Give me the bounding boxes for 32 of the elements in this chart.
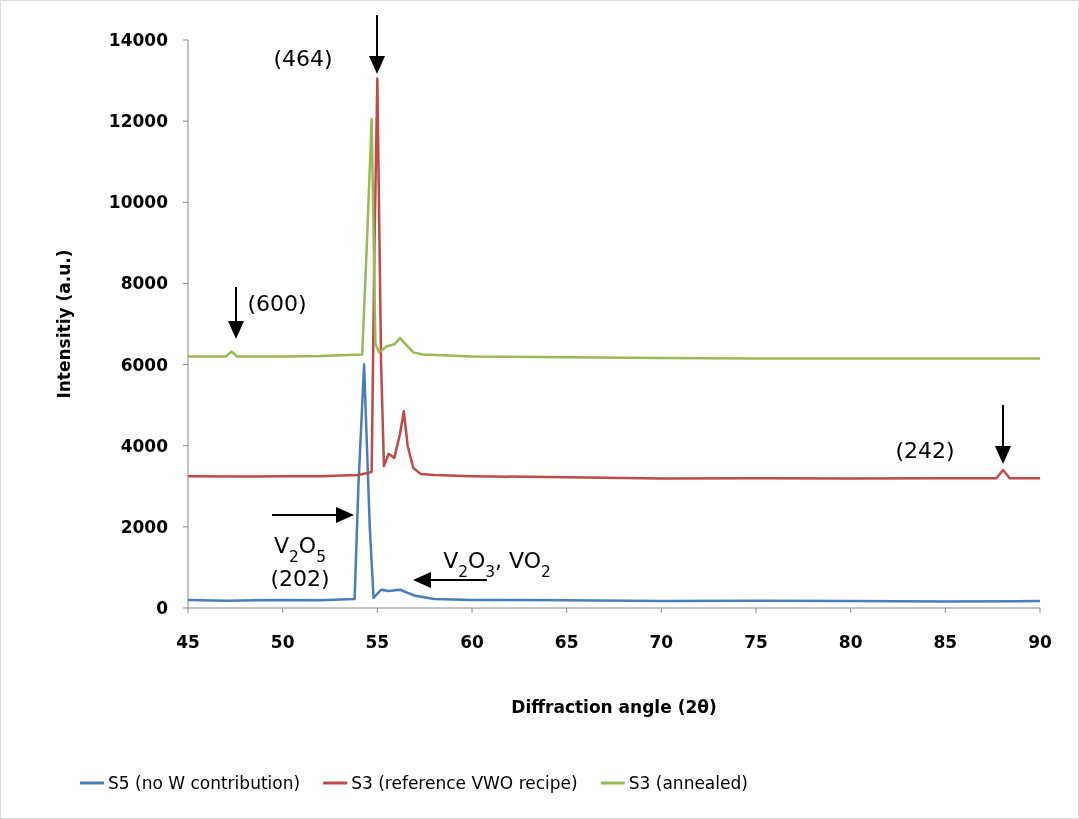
x-tick-label: 75 <box>744 632 768 652</box>
x-axis-title: Diffraction angle (2θ) <box>511 697 717 717</box>
x-tick-label: 55 <box>365 632 390 652</box>
line-series <box>186 77 1042 480</box>
x-tick-label: 85 <box>933 632 958 652</box>
x-tick-label: 80 <box>838 632 863 652</box>
y-tick-label: 4000 <box>120 435 169 456</box>
x-tick-label: 45 <box>176 632 200 652</box>
y-tick-label: 8000 <box>120 273 169 294</box>
x-tick-label: 65 <box>554 632 579 652</box>
y-tick-label: 6000 <box>120 354 169 375</box>
legend-label: S3 (annealed) <box>628 773 748 793</box>
y-tick-label: 2000 <box>120 516 169 537</box>
y-tick-label: 0 <box>156 598 169 618</box>
annotation: V$_{2}$O$_{3}$, VO$_{2}$ <box>443 548 551 581</box>
line-series <box>186 117 1042 360</box>
annotation: (600) <box>247 291 307 316</box>
y-tick-label: 14000 <box>108 30 169 50</box>
annotation: V$_{2}$O$_{5}$ <box>274 533 326 566</box>
y-tick-label: 12000 <box>108 111 169 132</box>
annotation: (242) <box>895 438 955 463</box>
legend-label: S3 (reference VWO recipe) <box>351 773 578 793</box>
x-tick-label: 70 <box>649 632 674 652</box>
annotation: (202) <box>270 566 330 591</box>
y-tick-label: 10000 <box>108 192 169 213</box>
line-series <box>186 363 1042 603</box>
x-tick-label: 90 <box>1028 632 1052 652</box>
annotation: (464) <box>273 46 333 71</box>
y-axis-title: Intensitiy (a.u.) <box>54 249 74 399</box>
x-tick-label: 60 <box>460 632 484 652</box>
legend-label: S5 (no W contribution) <box>108 773 301 793</box>
x-tick-label: 50 <box>270 632 295 652</box>
